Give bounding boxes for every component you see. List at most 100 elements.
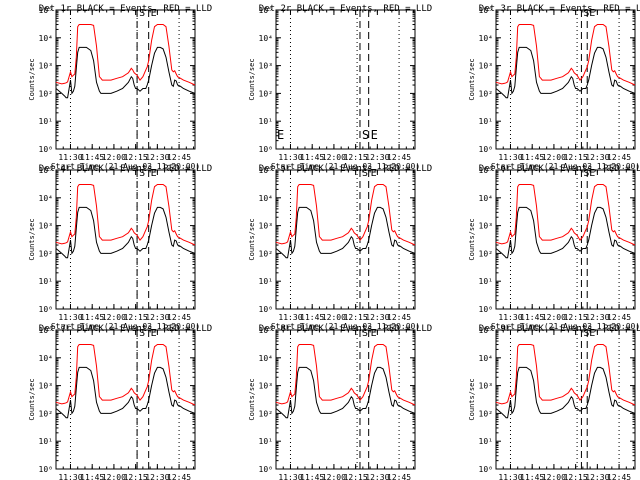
y-tick-label: 10⁵ [479,6,493,15]
events-series-line [55,366,196,419]
x-tick-label: 12:15 [564,313,588,322]
x-tick-label: 12:45 [167,153,191,162]
lld-series-line [55,184,196,246]
lld-series-line [495,24,636,86]
y-tick-label: 10⁰ [479,305,493,314]
x-tick-label: 12:15 [344,153,368,162]
x-tick-label: 11:45 [520,473,544,480]
x-tick-label: 11:30 [498,153,522,162]
panel-title: Det 5r BLACK = Events, RED = LLD [259,164,432,174]
plot-frame [275,169,416,310]
marker-label-s: S [139,168,145,179]
x-tick-label: 12:15 [124,313,148,322]
detector-panel-7: Det 7r BLACK = Events, RED = LLD 10⁰ 10¹ 10… [28,324,212,480]
marker-label-e: E [371,128,378,142]
y-tick-label: 10³ [479,62,493,71]
marker-label-e: E [589,168,595,179]
y-tick-label: 10³ [39,382,53,391]
y-tick-label: 10³ [39,222,53,231]
y-tick-label: 10³ [259,382,273,391]
y-tick-label: 10² [259,409,273,418]
x-tick-label: 12:30 [145,153,169,162]
y-tick-label: 10⁴ [479,354,493,363]
panel-title: Det 6r BLACK = Events, RED = LLD [479,164,640,174]
x-axis-label: Start Time (21-Aug-03 11:20:00) [491,322,640,331]
plot-frame [495,329,636,470]
y-tick-label: 10⁵ [259,6,273,15]
y-axis-label: Counts/sec [468,378,476,420]
detector-panel-8: Det 8r BLACK = Events, RED = LLD 10⁰ 10¹ 10… [248,324,432,480]
y-tick-label: 10¹ [39,117,53,126]
x-tick-label: 12:30 [145,473,169,480]
events-series-line [275,206,416,259]
x-tick-label: 11:45 [520,153,544,162]
marker-label-s: S [583,168,589,179]
x-tick-label: 11:30 [278,473,302,480]
y-axis-label: Counts/sec [28,58,36,100]
x-tick-label: 11:30 [498,313,522,322]
x-tick-label: 11:30 [58,153,82,162]
marker-label-edge: E [277,128,284,142]
x-tick-label: 12:45 [607,313,631,322]
x-tick-label: 11:45 [300,313,324,322]
panel-title: Det 4r BLACK = Events, RED = LLD [39,164,212,174]
plot-frame [55,9,196,150]
marker-label-s: S [583,8,589,19]
x-tick-label: 12:30 [365,153,389,162]
x-tick-label: 11:45 [300,473,324,480]
marker-label-s: S [362,128,369,142]
x-tick-label: 12:00 [102,153,126,162]
y-tick-label: 10⁴ [479,194,493,203]
x-tick-label: 12:15 [344,473,368,480]
y-tick-label: 10² [259,249,273,258]
y-tick-label: 10⁵ [259,166,273,175]
y-tick-label: 10⁴ [259,194,273,203]
marker-label-e: E [151,168,157,179]
x-tick-label: 12:45 [387,473,411,480]
x-tick-label: 12:15 [564,473,588,480]
x-tick-label: 12:00 [102,313,126,322]
y-tick-label: 10⁰ [39,305,53,314]
x-tick-label: 11:45 [300,153,324,162]
y-tick-label: 10² [479,89,493,98]
x-tick-label: 12:45 [607,153,631,162]
y-tick-label: 10⁴ [39,194,53,203]
y-tick-label: 10² [39,89,53,98]
y-axis-label: Counts/sec [248,378,256,420]
y-tick-label: 10¹ [479,437,493,446]
panel-title: Det 8r BLACK = Events, RED = LLD [259,324,432,334]
y-axis-label: Counts/sec [28,378,36,420]
marker-label-e: E [589,328,595,339]
y-tick-label: 10⁰ [479,465,493,474]
y-tick-label: 10² [259,89,273,98]
y-tick-label: 10⁴ [39,34,53,43]
x-axis-label: Start Time (21-Aug-03 11:20:00) [51,162,200,171]
marker-label-s: S [139,328,145,339]
y-tick-label: 10⁴ [259,34,273,43]
marker-label-e: E [151,8,157,19]
y-tick-label: 10¹ [259,437,273,446]
events-series-line [495,366,636,419]
x-tick-label: 12:00 [542,153,566,162]
y-tick-label: 10² [479,249,493,258]
x-tick-label: 12:30 [145,313,169,322]
lld-series-line [495,184,636,246]
x-tick-label: 12:30 [365,313,389,322]
y-tick-label: 10¹ [39,277,53,286]
x-axis-label: Start Time (21-Aug-03 11:20:00) [491,162,640,171]
events-series-line [495,46,636,99]
y-tick-label: 10⁵ [39,326,53,335]
x-tick-label: 12:15 [124,153,148,162]
y-tick-label: 10³ [479,222,493,231]
detector-panel-3: Det 3r BLACK = Events, RED = LLD 10⁰ 10¹ 10… [468,4,640,171]
y-tick-label: 10¹ [259,277,273,286]
x-tick-label: 11:30 [58,313,82,322]
x-tick-label: 12:30 [585,473,609,480]
marker-label-e: E [371,168,377,179]
x-tick-label: 12:00 [102,473,126,480]
y-tick-label: 10⁵ [39,166,53,175]
detector-panel-6: Det 6r BLACK = Events, RED = LLD 10⁰ 10¹ 10… [468,164,640,331]
y-tick-label: 10⁰ [259,465,273,474]
y-tick-label: 10⁴ [479,34,493,43]
